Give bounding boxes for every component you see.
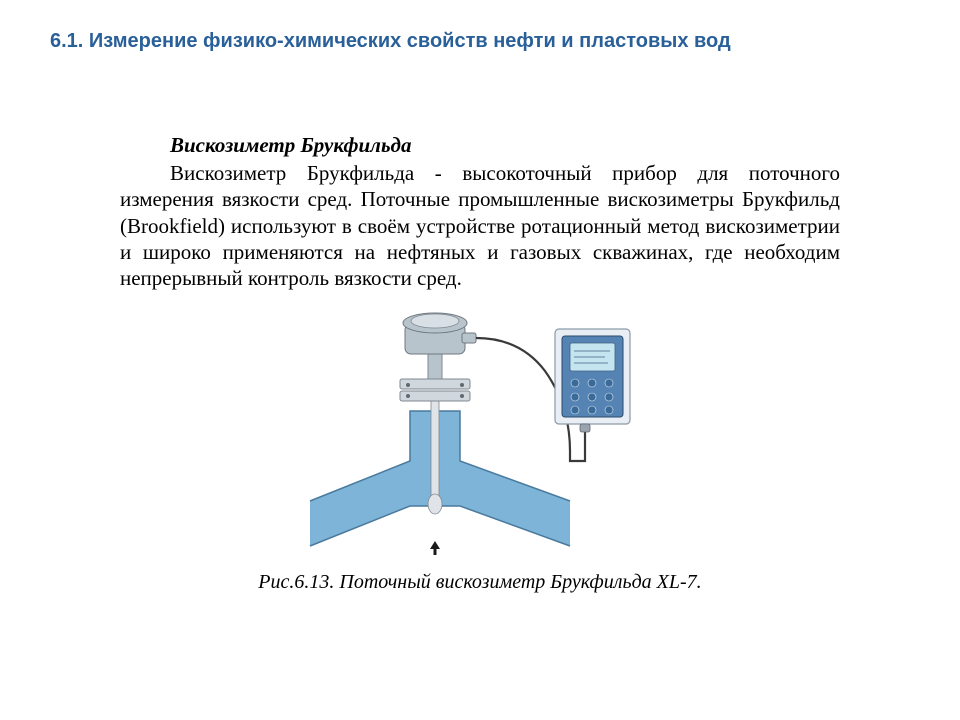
probe-tip — [428, 494, 442, 514]
flange-bolt — [460, 383, 464, 387]
device-description: Вискозиметр Брукфильда - высокоточный пр… — [120, 160, 840, 291]
content-block: Вискозиметр Брукфильда Вискозиметр Брукф… — [50, 133, 910, 594]
flange-bolt — [460, 394, 464, 398]
sensor-head — [403, 313, 476, 354]
device-subtitle: Вискозиметр Брукфильда — [120, 133, 840, 158]
sensor-stem — [428, 351, 442, 379]
flange-lower — [400, 391, 470, 401]
flange-bolt — [406, 383, 410, 387]
figure-block: Рис.6.13. Поточный вискозиметр Брукфильд… — [120, 301, 840, 594]
flange-bolt — [406, 394, 410, 398]
probe-rod — [431, 396, 439, 501]
section-header: 6.1. Измерение физико-химических свойств… — [50, 30, 910, 53]
controller-keypad — [571, 379, 613, 414]
controller-unit — [555, 329, 630, 432]
viscometer-diagram — [290, 301, 670, 561]
pipe-shape — [310, 411, 570, 546]
flow-arrow-icon — [430, 541, 440, 555]
controller-gland — [580, 424, 590, 432]
flange-upper — [400, 379, 470, 389]
figure-caption: Рис.6.13. Поточный вискозиметр Брукфильд… — [258, 571, 701, 594]
